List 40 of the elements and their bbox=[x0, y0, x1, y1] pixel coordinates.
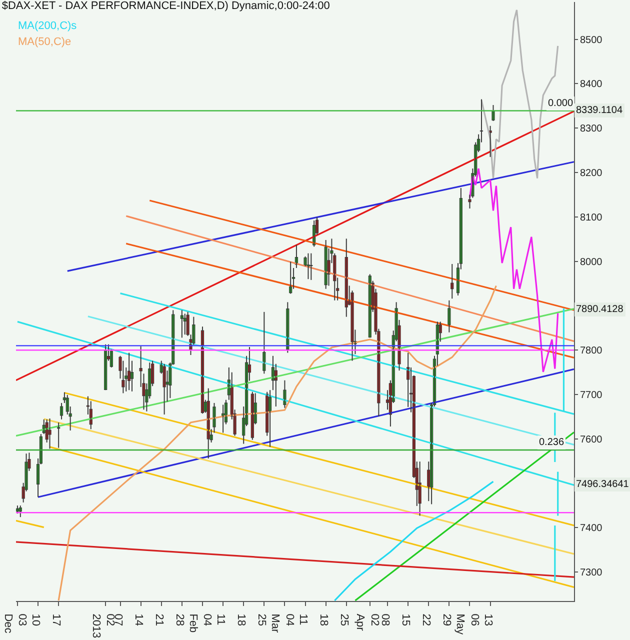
x-tick-label: 10 bbox=[30, 614, 42, 626]
x-tick-label: 04 Feb bbox=[186, 614, 214, 633]
annotation: 8339.1104 bbox=[576, 105, 623, 116]
x-tick-label: 22 bbox=[420, 614, 432, 626]
annotation: 0.000 bbox=[548, 98, 574, 109]
y-tick-label: 7400 bbox=[580, 523, 603, 534]
x-tick-label: 18 bbox=[317, 614, 330, 626]
y-tick-label: 7600 bbox=[580, 434, 603, 446]
x-tick-label: 25 bbox=[256, 614, 268, 626]
annotation: 7890.4128 bbox=[576, 304, 624, 315]
annotation: 7496.34641 bbox=[576, 479, 630, 490]
x-tick-label: 28 bbox=[173, 614, 186, 626]
text: MA(50,C)e bbox=[18, 36, 72, 48]
y-tick-label: 8500 bbox=[580, 34, 603, 46]
x-tick-label: 25 bbox=[338, 614, 350, 626]
y-tick-label: 8200 bbox=[580, 168, 603, 180]
x-tick-label: 11 bbox=[296, 614, 309, 626]
y-tick-label: 8000 bbox=[580, 256, 603, 268]
y-tick-label: 7700 bbox=[580, 390, 603, 402]
x-tick-label: 02 Apr bbox=[354, 614, 381, 632]
x-tick-label: 11 bbox=[214, 614, 227, 626]
x-tick-label: 13 bbox=[482, 614, 494, 626]
y-tick-label: 8300 bbox=[580, 124, 603, 135]
x-tick-label: 29 bbox=[440, 614, 453, 626]
x-tick-label: 18 bbox=[235, 614, 248, 626]
x-tick-label: 21 bbox=[152, 614, 165, 626]
x-tick-label: 14 bbox=[132, 614, 144, 626]
x-tick-label: 06 May bbox=[454, 614, 480, 635]
chart-title: $DAX-XET - DAX PERFORMANCE-INDEX,D) Dynamic,0:00-24:00 bbox=[2, 0, 330, 12]
x-tick-label: 03 Dec bbox=[2, 614, 28, 634]
annotation: 0.236 bbox=[539, 437, 564, 448]
x-tick-label: 17 bbox=[50, 614, 62, 626]
x-tick-label: 04 Mar bbox=[269, 614, 296, 633]
y-tick-label: 8100 bbox=[580, 212, 603, 224]
x-tick-label: 08 bbox=[379, 614, 392, 626]
y-tick-label: 7300 bbox=[580, 568, 603, 579]
text: MA(200,C)s bbox=[18, 20, 78, 32]
x-tick-label: 15 bbox=[400, 614, 412, 626]
y-tick-label: 8400 bbox=[580, 79, 603, 90]
y-tick-label: 7800 bbox=[580, 346, 603, 357]
